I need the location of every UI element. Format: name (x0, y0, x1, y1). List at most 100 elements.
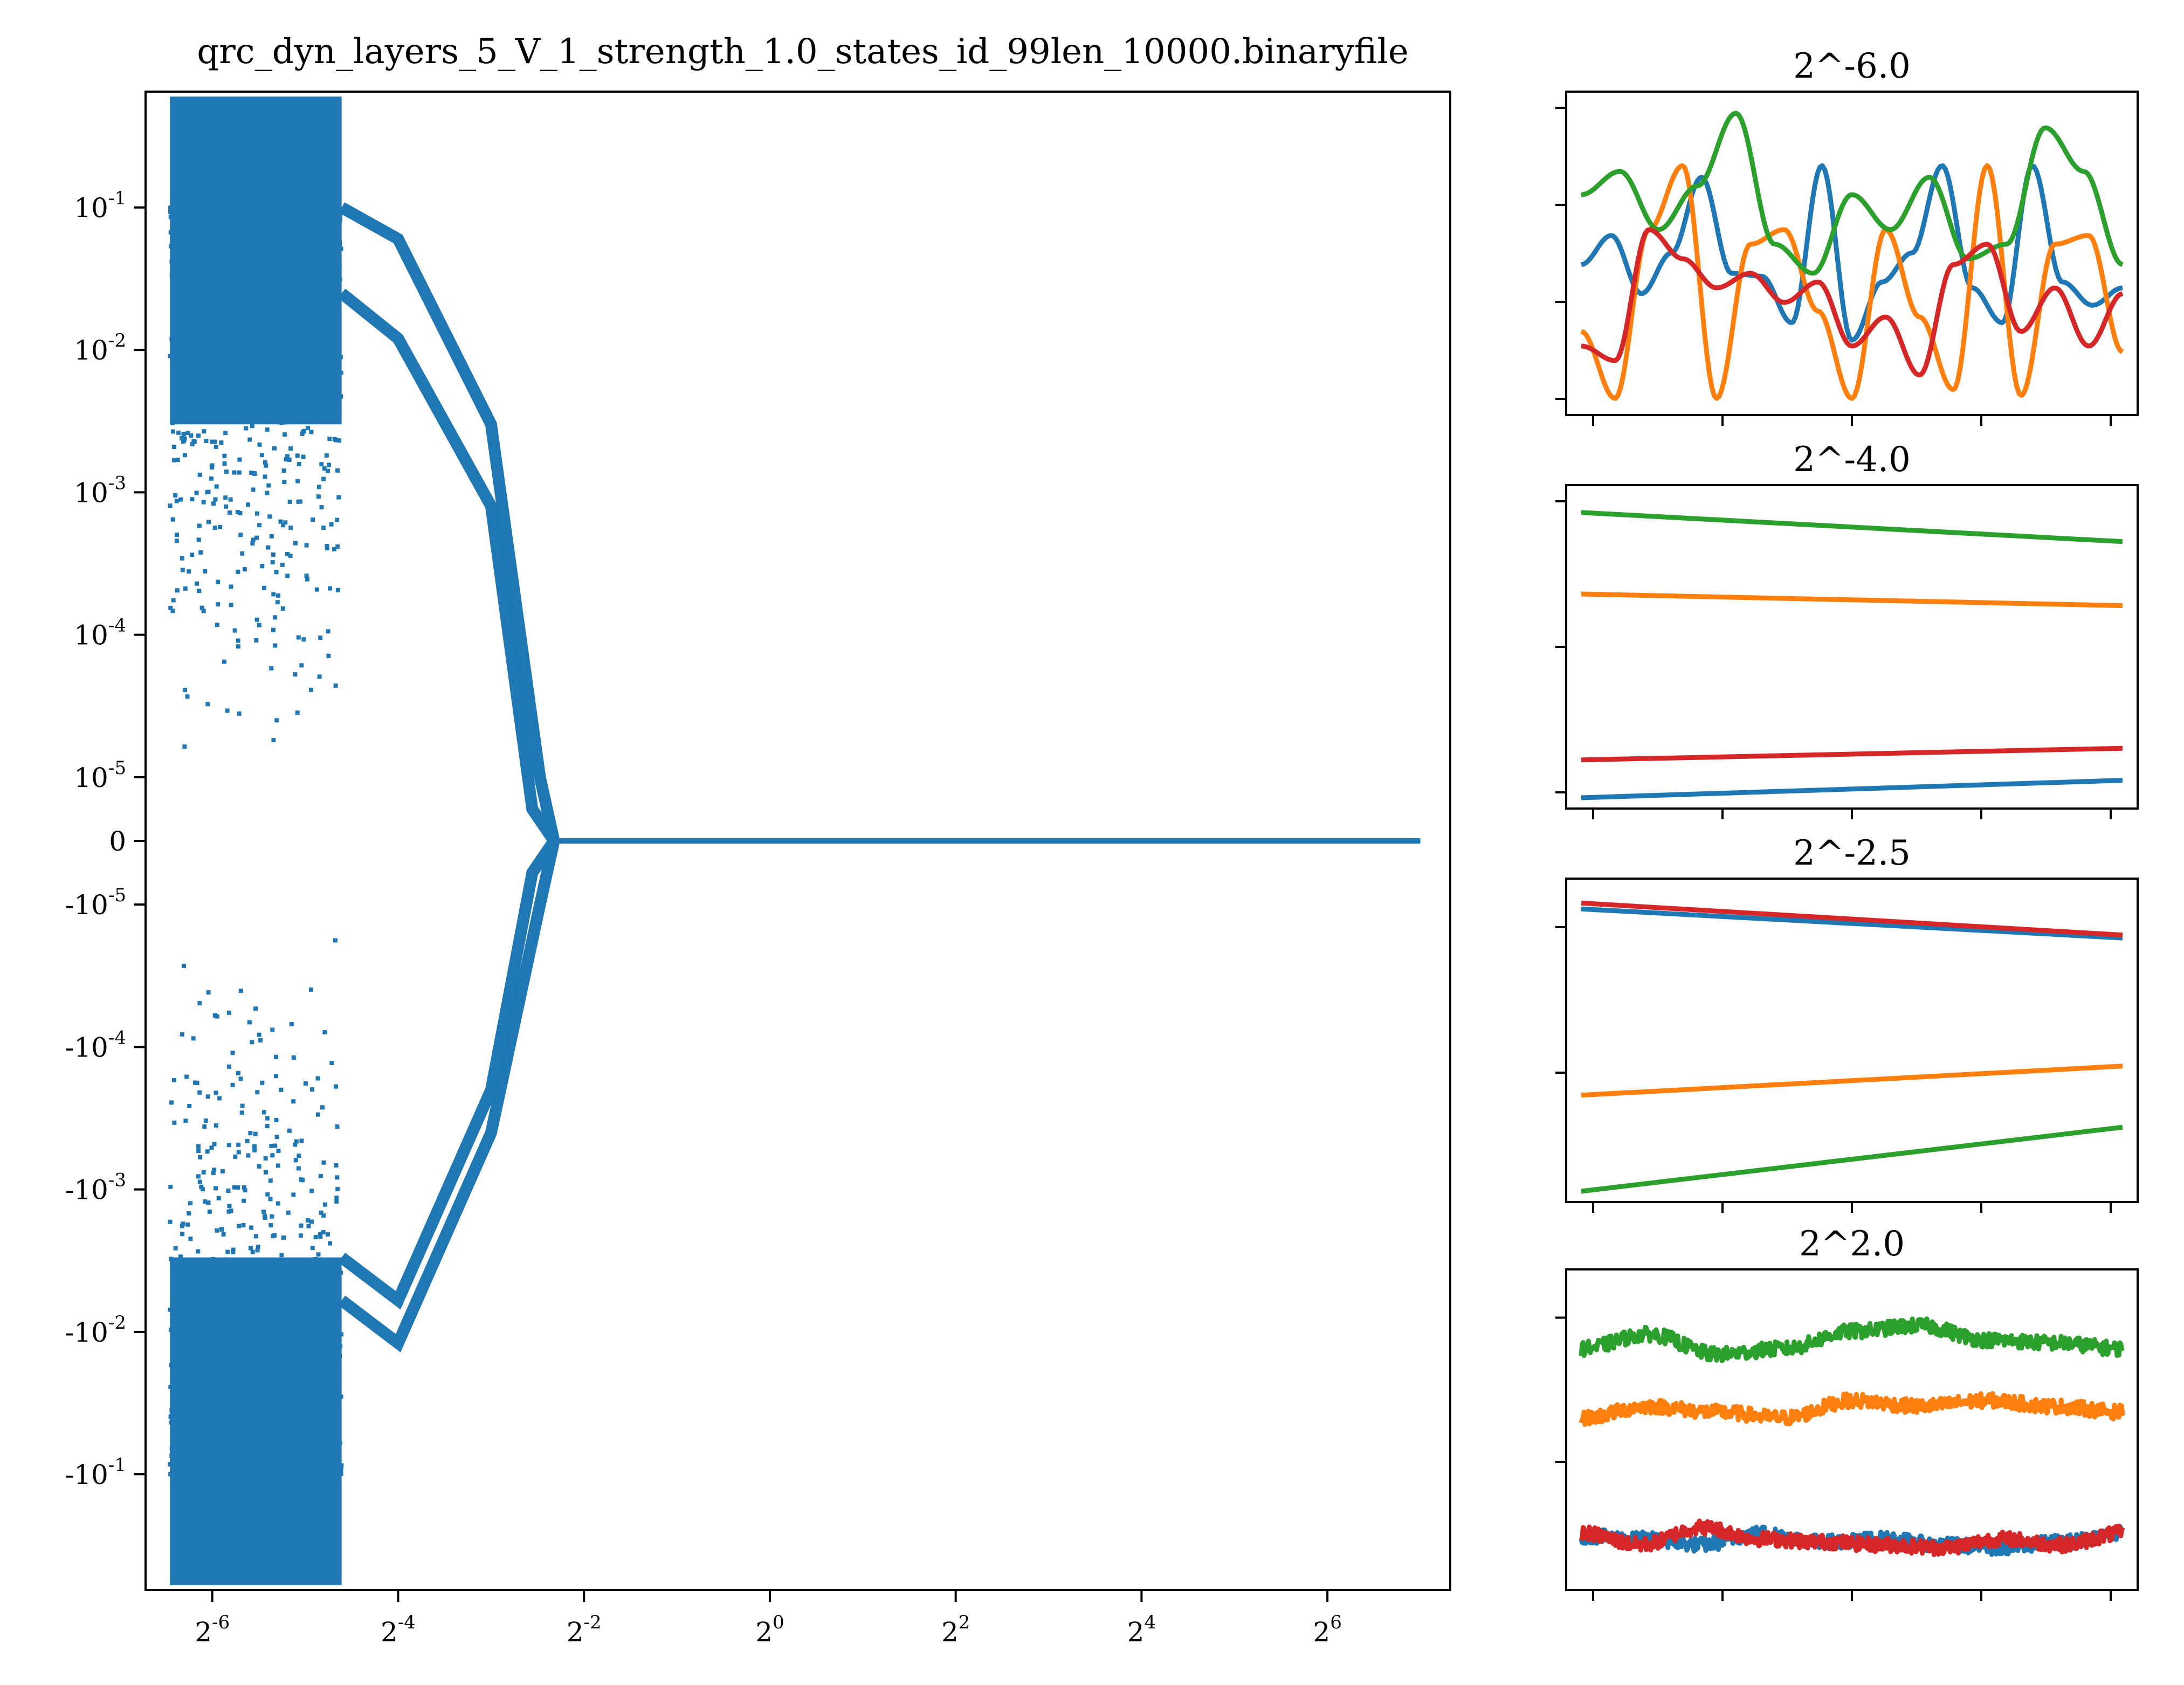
y-tick-label: -10-4 (65, 1027, 126, 1063)
scatter-point (230, 1051, 235, 1055)
scatter-point (275, 1201, 280, 1206)
scatter-point (283, 520, 288, 525)
scatter-point (276, 593, 281, 598)
scatter-point (209, 476, 214, 481)
scatter-point (204, 439, 209, 444)
scatter-point (197, 1001, 202, 1006)
scatter-point (314, 587, 319, 592)
scatter-point (209, 1145, 214, 1150)
scatter-point (216, 1196, 221, 1200)
scatter-point (257, 442, 262, 447)
scatter-point (304, 543, 309, 548)
scatter-point (194, 491, 199, 495)
scatter-point (288, 446, 293, 451)
y-tick-label: -10-3 (65, 1170, 126, 1206)
scatter-point (245, 502, 250, 507)
scatter-point (301, 637, 306, 642)
scatter-point (246, 1153, 251, 1158)
scatter-point (249, 471, 254, 475)
scatter-point (281, 1235, 286, 1240)
scatter-point (322, 466, 327, 471)
scatter-point (226, 1189, 231, 1193)
scatter-point (270, 1153, 275, 1158)
x-tick-label: 2-6 (195, 1612, 230, 1648)
scatter-point (288, 526, 293, 530)
scatter-point (300, 431, 305, 436)
scatter-point (316, 1252, 321, 1257)
scatter-point (310, 517, 315, 522)
scatter-point (269, 1143, 274, 1148)
scatter-point (291, 1055, 296, 1060)
scatter-point (185, 1222, 190, 1227)
scatter-point (181, 432, 186, 437)
subplot-series-line (1581, 510, 2123, 544)
subplot-series-line (1581, 111, 2124, 276)
scatter-point (335, 517, 340, 522)
scatter-point (210, 463, 215, 468)
scatter-point (256, 1245, 260, 1249)
scatter-point (328, 586, 333, 591)
scatter-point (333, 1084, 338, 1089)
scatter-point (316, 494, 321, 499)
scatter-point (236, 569, 240, 574)
scatter-point (187, 569, 191, 574)
scatter-point (215, 623, 219, 627)
scatter-point (326, 653, 331, 658)
scatter-point (285, 454, 290, 459)
scatter-point (299, 1223, 304, 1228)
scatter-point (180, 436, 184, 440)
scatter-point (178, 497, 183, 502)
scatter-point (266, 483, 271, 488)
x-tick-label: 24 (1127, 1612, 1156, 1648)
y-tick-label: 10-3 (74, 472, 126, 508)
scatter-point (296, 635, 301, 640)
scatter-point (170, 429, 175, 434)
subplot-series-line (1581, 591, 2123, 609)
scatter-point (295, 453, 300, 458)
scatter-point (318, 1232, 322, 1237)
scatter-point (319, 462, 324, 467)
scatter-point (196, 1144, 201, 1149)
scatter-band (337, 837, 559, 1310)
scatter-point (333, 683, 338, 688)
scatter-point (175, 458, 180, 462)
subplot-2-neg4: 2^-4.0 (1555, 440, 2139, 819)
scatter-point (219, 1227, 224, 1232)
scatter-point (308, 987, 313, 992)
scatter-point (324, 453, 329, 458)
scatter-point (316, 485, 321, 489)
scatter-point (206, 1200, 211, 1205)
scatter-point (318, 636, 323, 640)
scatter-point (205, 702, 210, 707)
main-scatter-axes: 2-6 2-4 2-2 20 22 24 26 10-1 10-2 10-3 10-4 10-5 0 -1… (65, 91, 1451, 1648)
subplot-series-line (1581, 1064, 2123, 1098)
scatter-point (267, 514, 272, 519)
scatter-point (250, 1249, 255, 1254)
scatter-point (219, 440, 224, 445)
scatter-point (171, 458, 176, 462)
scatter-point (191, 1036, 196, 1041)
scatter-point (303, 1081, 308, 1086)
scatter-point (182, 963, 187, 968)
scatter-point (308, 687, 313, 692)
scatter-point (301, 454, 306, 459)
scatter-point (286, 1210, 291, 1215)
scatter-point (275, 1163, 280, 1168)
y-tick-label: -10-2 (65, 1312, 126, 1348)
scatter-point (233, 1154, 238, 1159)
scatter-point (214, 484, 219, 489)
scatter-point (335, 1187, 340, 1192)
scatter-point (236, 1150, 241, 1155)
scatter-point (221, 1232, 226, 1237)
scatter-point (240, 1103, 245, 1108)
scatter-point (237, 1224, 242, 1228)
scatter-point (270, 560, 275, 565)
scatter-point (306, 1224, 311, 1228)
scatter-point (263, 474, 267, 479)
scatter-point (249, 1225, 254, 1230)
scatter-point (291, 1099, 296, 1104)
scatter-point (237, 457, 242, 462)
scatter-point (257, 1032, 261, 1037)
scatter-point (327, 437, 332, 441)
scatter-point (196, 1149, 201, 1154)
